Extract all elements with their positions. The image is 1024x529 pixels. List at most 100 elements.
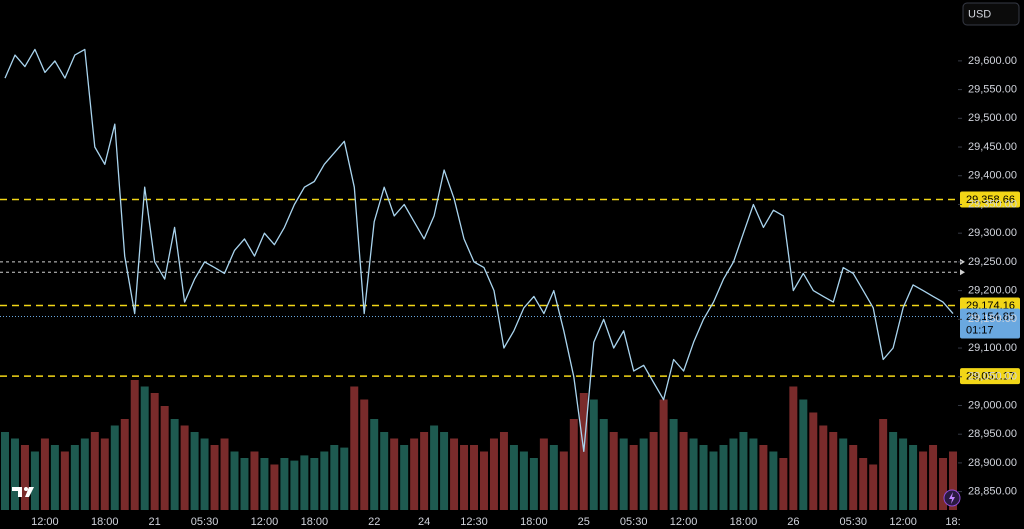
last-price-box <box>960 308 1020 339</box>
y-tick-label: 29,000.00 <box>968 399 1017 411</box>
y-tick-label: 29,450.00 <box>968 141 1017 153</box>
volume-bar <box>709 451 718 510</box>
volume-bar <box>200 438 209 510</box>
price-line <box>4 48 954 453</box>
volume-bar <box>360 399 369 510</box>
volume-bar <box>280 458 289 510</box>
volume-bar <box>749 438 758 510</box>
volume-bar <box>90 432 99 510</box>
y-tick-label: 28,900.00 <box>968 457 1017 469</box>
volume-bar <box>849 445 858 510</box>
volume-bar <box>809 412 818 510</box>
volume-bar <box>20 445 29 510</box>
y-tick-label: 29,150.00 <box>968 313 1017 325</box>
volume-bar <box>569 419 578 510</box>
volume-bar <box>799 399 808 510</box>
volume-bar <box>240 458 249 510</box>
volume-bar <box>390 438 399 510</box>
volume-bar <box>60 451 69 510</box>
volume-bar <box>420 432 429 510</box>
volume-bar <box>340 447 349 510</box>
volume-bar <box>130 380 139 510</box>
y-tick-label: 29,300.00 <box>968 227 1017 239</box>
level-label: 29,051.17 <box>966 370 1015 382</box>
volume-bar <box>499 432 508 510</box>
volume-bar <box>250 451 259 510</box>
volume-bar <box>659 399 668 510</box>
volume-bar <box>180 425 189 510</box>
reference-marker <box>960 258 965 265</box>
y-tick-label: 29,400.00 <box>968 170 1017 182</box>
volume-bar <box>440 432 449 510</box>
volume-bar <box>80 438 89 510</box>
volume-bar <box>879 419 888 510</box>
x-tick-label: 12:00 <box>889 516 917 528</box>
volume-bar <box>729 438 738 510</box>
x-tick-label: 24 <box>418 516 430 528</box>
volume-bar <box>779 458 788 510</box>
volume-bar <box>479 451 488 510</box>
level-label-box <box>960 368 1020 385</box>
volume-bar <box>110 425 119 510</box>
volume-bar <box>470 445 479 510</box>
volume-bar <box>170 419 179 510</box>
volume-bar <box>489 438 498 510</box>
y-tick-label: 28,850.00 <box>968 486 1017 498</box>
volume-bar <box>0 432 9 510</box>
volume-bar <box>769 451 778 510</box>
volume-bar <box>559 451 568 510</box>
countdown-label: 01:17 <box>966 324 994 336</box>
volume-bar <box>909 445 918 510</box>
volume-bar <box>759 445 768 510</box>
volume-bar <box>819 425 828 510</box>
y-tick-label: 29,600.00 <box>968 55 1017 67</box>
volume-bar <box>509 445 518 510</box>
volume-bar <box>310 458 319 510</box>
x-tick-label: 18:00 <box>91 516 119 528</box>
volume-bar <box>380 432 389 510</box>
y-tick-label: 29,500.00 <box>968 112 1017 124</box>
volume-bar <box>629 445 638 510</box>
volume-bar <box>50 445 59 510</box>
volume-bar <box>519 451 528 510</box>
volume-bar <box>719 445 728 510</box>
volume-bar <box>669 419 678 510</box>
volume-bar <box>609 432 618 510</box>
volume-bar <box>939 458 948 510</box>
volume-layer <box>0 380 958 510</box>
volume-bar <box>140 386 149 510</box>
volume-bar <box>120 419 129 510</box>
x-tick-label: 18:00 <box>730 516 758 528</box>
volume-bar <box>739 432 748 510</box>
volume-bar <box>679 432 688 510</box>
volume-bar <box>190 432 199 510</box>
volume-bar <box>919 451 928 510</box>
volume-bar <box>210 445 219 510</box>
x-tick-label: 12:00 <box>251 516 279 528</box>
volume-bar <box>829 432 838 510</box>
volume-bar <box>260 458 269 510</box>
volume-bar <box>529 458 538 510</box>
currency-button[interactable] <box>962 2 1020 26</box>
x-tick-label: 22 <box>368 516 380 528</box>
volume-bar <box>619 438 628 510</box>
x-tick-label: 18: <box>945 516 960 528</box>
volume-bar <box>549 445 558 510</box>
volume-bar <box>869 464 878 510</box>
volume-bar <box>430 425 439 510</box>
bolt-icon[interactable] <box>943 489 961 507</box>
y-tick-label: 29,050.00 <box>968 371 1017 383</box>
x-tick-label: 05:30 <box>620 516 648 528</box>
volume-bar <box>230 451 239 510</box>
volume-bar <box>859 458 868 510</box>
volume-bar <box>290 460 299 510</box>
volume-bar <box>949 451 958 510</box>
volume-bar <box>150 393 159 510</box>
currency-label[interactable]: USD <box>968 8 991 20</box>
x-tick-label: 21 <box>149 516 161 528</box>
volume-bar <box>400 445 409 510</box>
x-tick-label: 18:00 <box>520 516 548 528</box>
volume-bar <box>10 438 19 510</box>
volume-bar <box>689 438 698 510</box>
